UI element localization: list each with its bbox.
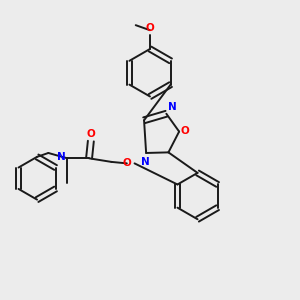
- Text: N: N: [141, 157, 150, 166]
- Text: O: O: [86, 129, 95, 139]
- Text: O: O: [181, 126, 190, 136]
- Text: O: O: [123, 158, 132, 168]
- Text: N: N: [57, 152, 66, 162]
- Text: N: N: [168, 102, 177, 112]
- Text: O: O: [146, 23, 154, 34]
